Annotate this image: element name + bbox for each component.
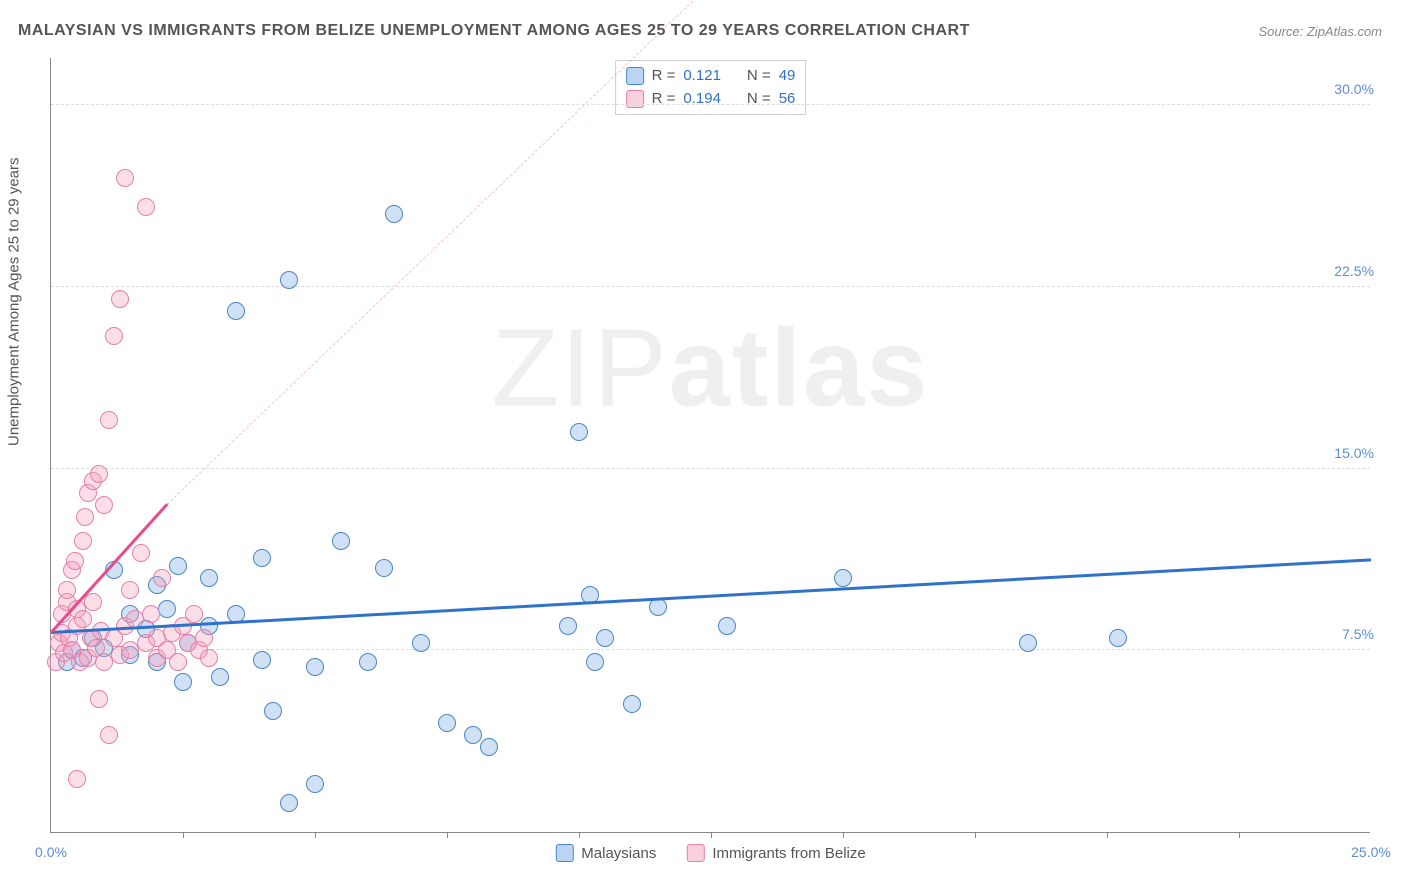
data-point [253, 549, 271, 567]
watermark: ZIPatlas [492, 304, 930, 431]
ytick-label: 15.0% [1330, 445, 1374, 461]
data-point [211, 668, 229, 686]
xtick [315, 832, 316, 838]
gridline [51, 286, 1370, 287]
legend-swatch [626, 67, 644, 85]
data-point [95, 496, 113, 514]
data-point [385, 205, 403, 223]
ytick-label: 22.5% [1330, 263, 1374, 279]
data-point [200, 569, 218, 587]
data-point [169, 653, 187, 671]
data-point [623, 695, 641, 713]
data-point [76, 508, 94, 526]
y-axis-label: Unemployment Among Ages 25 to 29 years [6, 157, 23, 446]
stat-r-label: R = [652, 65, 676, 88]
stat-r-value: 0.121 [683, 65, 721, 88]
data-point [90, 690, 108, 708]
ytick-label: 30.0% [1330, 81, 1374, 97]
xtick [1107, 832, 1108, 838]
ytick-label: 7.5% [1338, 626, 1374, 642]
xtick [183, 832, 184, 838]
data-point [596, 629, 614, 647]
xtick [447, 832, 448, 838]
data-point [137, 198, 155, 216]
stat-n-label: N = [747, 88, 771, 111]
data-point [1019, 634, 1037, 652]
data-point [332, 532, 350, 550]
data-point [253, 651, 271, 669]
stat-r-label: R = [652, 88, 676, 111]
xtick-label: 0.0% [35, 844, 67, 860]
data-point [121, 581, 139, 599]
data-point [84, 593, 102, 611]
xtick [843, 832, 844, 838]
data-point [280, 794, 298, 812]
stat-r-value: 0.194 [683, 88, 721, 111]
trend-line [51, 558, 1371, 633]
data-point [174, 673, 192, 691]
data-point [153, 569, 171, 587]
data-point [142, 605, 160, 623]
xtick [579, 832, 580, 838]
data-point [185, 605, 203, 623]
data-point [412, 634, 430, 652]
data-point [586, 653, 604, 671]
data-point [105, 327, 123, 345]
data-point [264, 702, 282, 720]
data-point [570, 423, 588, 441]
gridline [51, 104, 1370, 105]
source-attribution: Source: ZipAtlas.com [1258, 24, 1382, 39]
data-point [559, 617, 577, 635]
data-point [111, 290, 129, 308]
legend-swatch [686, 844, 704, 862]
data-point [158, 600, 176, 618]
xtick [711, 832, 712, 838]
data-point [74, 610, 92, 628]
data-point [132, 544, 150, 562]
data-point [169, 557, 187, 575]
data-point [649, 598, 667, 616]
data-point [100, 726, 118, 744]
data-point [74, 532, 92, 550]
data-point [306, 658, 324, 676]
data-point [438, 714, 456, 732]
legend-item: Malaysians [555, 844, 656, 862]
xtick [975, 832, 976, 838]
plot-area: ZIPatlas R =0.121N =49R =0.194N =56 Mala… [50, 58, 1370, 833]
data-point [375, 559, 393, 577]
data-point [116, 169, 134, 187]
legend-item: Immigrants from Belize [686, 844, 865, 862]
data-point [100, 411, 118, 429]
bottom-legend: Malaysians Immigrants from Belize [555, 844, 865, 862]
xtick [1239, 832, 1240, 838]
stat-n-label: N = [747, 65, 771, 88]
data-point [68, 770, 86, 788]
data-point [58, 581, 76, 599]
legend-label: Malaysians [581, 845, 656, 862]
data-point [200, 649, 218, 667]
stats-row: R = 0.121 N = 49 [626, 65, 796, 88]
stat-n-value: 56 [779, 88, 796, 111]
data-point [359, 653, 377, 671]
data-point [90, 465, 108, 483]
stats-row: R = 0.194 N = 56 [626, 88, 796, 111]
data-point [1109, 629, 1127, 647]
data-point [227, 302, 245, 320]
data-point [718, 617, 736, 635]
chart-title: MALAYSIAN VS IMMIGRANTS FROM BELIZE UNEM… [18, 22, 970, 40]
gridline [51, 468, 1370, 469]
data-point [280, 271, 298, 289]
gridline [51, 649, 1370, 650]
data-point [306, 775, 324, 793]
xtick-label: 25.0% [1351, 844, 1391, 860]
stats-box: R = 0.121 N = 49 R = 0.194 N = 56 [615, 60, 807, 115]
data-point [480, 738, 498, 756]
data-point [66, 552, 84, 570]
legend-swatch [555, 844, 573, 862]
data-point [834, 569, 852, 587]
stat-n-value: 49 [779, 65, 796, 88]
legend-label: Immigrants from Belize [712, 845, 865, 862]
data-point [195, 629, 213, 647]
data-point [464, 726, 482, 744]
